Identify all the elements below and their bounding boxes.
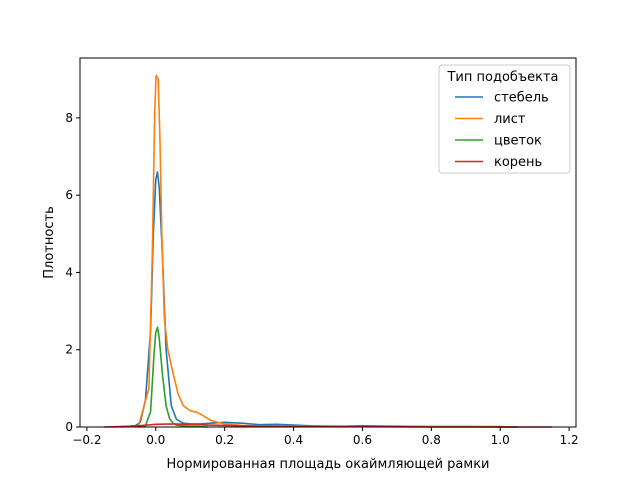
legend-entry-label: лист bbox=[494, 112, 526, 127]
legend-title: Тип подобъекта bbox=[446, 70, 558, 85]
x-tick-label: 0.6 bbox=[353, 433, 372, 447]
y-axis-label: Плотность bbox=[42, 206, 57, 278]
legend-entry-label: цветок bbox=[494, 134, 542, 149]
x-tick-label: 0.4 bbox=[284, 433, 303, 447]
x-tick-label: 0.8 bbox=[422, 433, 441, 447]
y-axis: 0 2 4 6 8 bbox=[65, 111, 80, 434]
x-axis-label: Нормированная площадь окаймляющей рамки bbox=[167, 457, 490, 472]
y-tick-label: 6 bbox=[65, 188, 73, 202]
plot-area-frame bbox=[79, 57, 577, 428]
y-tick-label: 4 bbox=[65, 265, 73, 279]
y-tick-label: 2 bbox=[65, 343, 73, 357]
legend-box bbox=[438, 64, 571, 174]
y-tick-label: 0 bbox=[65, 420, 73, 434]
legend: Тип подобъекта стебель лист цветок корень bbox=[438, 64, 571, 174]
x-tick-label: −0.2 bbox=[72, 433, 101, 447]
x-tick-label: 1.0 bbox=[491, 433, 510, 447]
legend-entry-label: стебель bbox=[494, 91, 549, 106]
x-tick-label: 1.2 bbox=[560, 433, 579, 447]
x-axis: −0.2 0.0 0.2 0.4 0.6 0.8 1.0 1.2 bbox=[72, 427, 579, 447]
series-line-0 bbox=[120, 171, 519, 428]
x-tick-label: 0.2 bbox=[215, 433, 234, 447]
legend-items: стебель лист цветок корень bbox=[455, 91, 549, 170]
y-tick-label: 8 bbox=[65, 111, 73, 125]
series-line-2 bbox=[137, 326, 209, 428]
legend-entry-label: корень bbox=[494, 155, 542, 170]
x-tick-label: 0.0 bbox=[146, 433, 165, 447]
